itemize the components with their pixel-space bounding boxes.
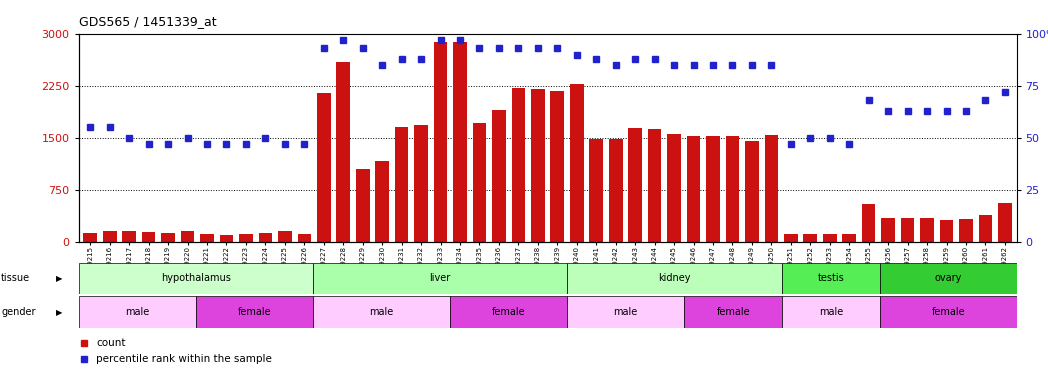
Bar <box>278 231 291 242</box>
Bar <box>879 296 1017 328</box>
Bar <box>395 128 409 242</box>
Bar <box>823 234 836 242</box>
Bar <box>684 296 782 328</box>
Text: count: count <box>96 338 126 348</box>
Bar <box>745 141 759 242</box>
Bar <box>123 231 136 242</box>
Bar <box>141 232 155 242</box>
Text: ▶: ▶ <box>56 308 62 316</box>
Bar <box>765 135 779 242</box>
Bar <box>648 129 661 242</box>
Bar <box>375 161 389 242</box>
Bar <box>196 296 313 328</box>
Bar <box>959 219 973 242</box>
Bar <box>316 93 330 242</box>
Text: male: male <box>614 307 638 317</box>
Bar <box>706 136 720 242</box>
Text: female: female <box>492 307 525 317</box>
Text: gender: gender <box>1 307 36 317</box>
Bar <box>920 218 934 242</box>
Text: male: male <box>818 307 843 317</box>
Bar <box>629 128 642 242</box>
Bar <box>550 92 564 242</box>
Bar <box>336 62 350 242</box>
Text: testis: testis <box>817 273 845 284</box>
Text: female: female <box>932 307 965 317</box>
Bar <box>531 88 545 242</box>
Bar <box>609 139 623 242</box>
Bar <box>356 169 370 242</box>
Bar <box>782 296 879 328</box>
Text: liver: liver <box>430 273 451 284</box>
Bar <box>998 203 1011 242</box>
Bar <box>567 262 782 294</box>
Text: female: female <box>717 307 750 317</box>
Bar <box>298 234 311 242</box>
Bar <box>313 296 450 328</box>
Bar <box>453 42 466 242</box>
Text: kidney: kidney <box>658 273 691 284</box>
Bar <box>180 231 194 242</box>
Text: ▶: ▶ <box>56 274 62 283</box>
Bar <box>784 234 798 242</box>
Bar <box>103 231 116 242</box>
Bar <box>668 134 681 242</box>
Text: female: female <box>238 307 271 317</box>
Bar <box>881 218 895 242</box>
Text: male: male <box>125 307 150 317</box>
Text: tissue: tissue <box>1 273 30 284</box>
Bar <box>84 233 97 242</box>
Bar <box>804 234 817 242</box>
Bar <box>239 234 253 242</box>
Bar <box>686 136 700 242</box>
Text: percentile rank within the sample: percentile rank within the sample <box>96 354 272 364</box>
Bar <box>567 296 684 328</box>
Bar <box>879 262 1017 294</box>
Text: hypothalamus: hypothalamus <box>161 273 231 284</box>
Bar <box>589 139 603 242</box>
Bar <box>313 262 567 294</box>
Bar <box>200 234 214 242</box>
Bar <box>161 233 175 242</box>
Bar <box>940 220 954 242</box>
Bar <box>450 296 567 328</box>
Text: male: male <box>369 307 394 317</box>
Bar <box>511 88 525 242</box>
Text: ovary: ovary <box>935 273 962 284</box>
Bar <box>79 262 313 294</box>
Bar <box>725 136 739 242</box>
Bar <box>901 217 915 242</box>
Bar <box>414 125 428 242</box>
Bar <box>473 123 486 242</box>
Bar <box>782 262 879 294</box>
Bar <box>79 296 196 328</box>
Bar <box>493 110 506 242</box>
Bar <box>843 234 856 242</box>
Bar <box>979 215 992 242</box>
Bar <box>434 42 447 242</box>
Text: GDS565 / 1451339_at: GDS565 / 1451339_at <box>79 15 216 28</box>
Bar <box>259 233 272 242</box>
Bar <box>570 84 584 242</box>
Bar <box>220 235 234 242</box>
Bar <box>861 204 875 242</box>
